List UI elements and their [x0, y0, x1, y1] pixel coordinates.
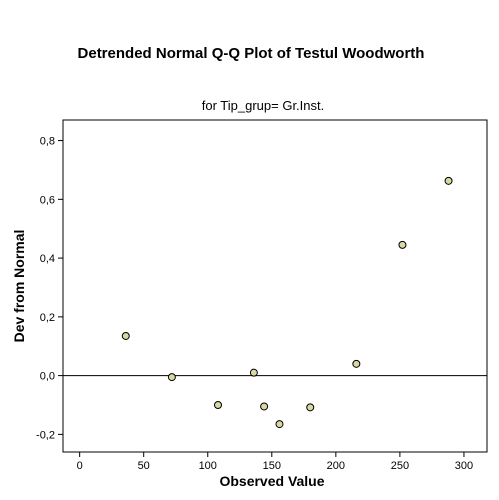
y-tick-label: 0,2 [40, 312, 55, 324]
x-tick-label: 50 [138, 460, 150, 472]
data-point [275, 420, 284, 429]
x-axis-title: Observed Value [219, 473, 324, 489]
data-point [249, 368, 258, 377]
data-point [167, 373, 176, 382]
data-point [121, 331, 130, 340]
x-tick-label: 0 [77, 460, 83, 472]
data-point [398, 240, 407, 249]
y-tick-label: 0,4 [40, 253, 55, 265]
y-tick-label: 0,8 [40, 136, 55, 148]
data-point [352, 359, 361, 368]
x-axis: 0 50 100 150 200 250 300 [77, 452, 473, 472]
x-tick-label: 200 [327, 460, 345, 472]
y-axis: -0,2 0,0 0,2 0,4 0,6 0,8 [36, 136, 63, 441]
x-tick-label: 100 [199, 460, 217, 472]
x-tick-label: 300 [455, 460, 473, 472]
data-points [121, 176, 453, 429]
y-tick-label: 0,0 [40, 371, 55, 383]
data-point [213, 400, 222, 409]
chart-subtitle: for Tip_grup= Gr.Inst. [202, 98, 324, 113]
data-point [260, 402, 269, 411]
data-point [444, 176, 453, 185]
y-axis-title: Dev from Normal [11, 230, 27, 343]
plot-frame [62, 119, 488, 453]
y-tick-label: 0,6 [40, 194, 55, 206]
x-tick-label: 150 [263, 460, 281, 472]
x-tick-label: 250 [391, 460, 409, 472]
data-point [306, 403, 315, 412]
y-tick-label: -0,2 [36, 429, 55, 441]
chart-title: Detrended Normal Q-Q Plot of Testul Wood… [78, 45, 425, 62]
